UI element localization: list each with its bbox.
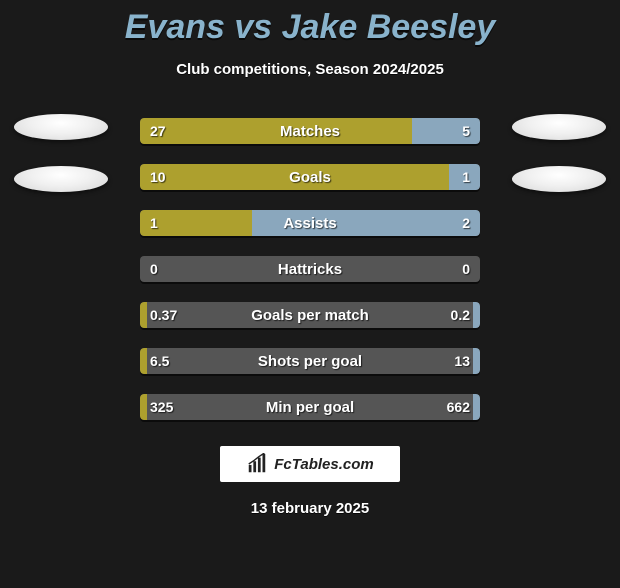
stat-bar-right-segment bbox=[252, 210, 480, 236]
stat-left-value: 0.37 bbox=[140, 302, 187, 328]
decorative-oval bbox=[512, 114, 606, 140]
stat-left-value: 325 bbox=[140, 394, 183, 420]
stat-left-value: 0 bbox=[140, 256, 168, 282]
stat-label: Min per goal bbox=[140, 394, 480, 420]
stat-right-value: 2 bbox=[452, 210, 480, 236]
stat-bar: 275Matches bbox=[140, 118, 480, 144]
right-oval-column bbox=[512, 114, 606, 192]
subtitle: Club competitions, Season 2024/2025 bbox=[0, 61, 620, 78]
stat-right-value: 0 bbox=[452, 256, 480, 282]
left-oval-column bbox=[14, 114, 108, 192]
date-label: 13 february 2025 bbox=[0, 500, 620, 517]
stat-right-value: 662 bbox=[437, 394, 480, 420]
stat-bar: 325 662Min per goal bbox=[140, 394, 480, 420]
stat-bar-left-segment bbox=[140, 164, 449, 190]
chart-icon bbox=[246, 453, 268, 475]
stat-left-value: 10 bbox=[140, 164, 176, 190]
stat-bar-left-segment bbox=[140, 118, 412, 144]
stat-label: Hattricks bbox=[140, 256, 480, 282]
bars-container: 275Matches101Goals12Assists00Hattricks0.… bbox=[140, 118, 480, 420]
stat-right-value: 13 bbox=[444, 348, 480, 374]
comparison-chart: 275Matches101Goals12Assists00Hattricks0.… bbox=[0, 118, 620, 420]
stat-label: Goals per match bbox=[140, 302, 480, 328]
stat-right-value: 5 bbox=[452, 118, 480, 144]
stat-bar: 6.5 13Shots per goal bbox=[140, 348, 480, 374]
decorative-oval bbox=[14, 114, 108, 140]
stat-left-value: 27 bbox=[140, 118, 176, 144]
decorative-oval bbox=[14, 166, 108, 192]
stat-label: Shots per goal bbox=[140, 348, 480, 374]
stat-left-value: 6.5 bbox=[140, 348, 179, 374]
stat-bar: 101Goals bbox=[140, 164, 480, 190]
stat-bar: 0 0Hattricks bbox=[140, 256, 480, 282]
stat-right-value: 0.2 bbox=[441, 302, 480, 328]
decorative-oval bbox=[512, 166, 606, 192]
branding-badge: FcTables.com bbox=[220, 446, 400, 482]
stat-bar: 12Assists bbox=[140, 210, 480, 236]
page-title: Evans vs Jake Beesley bbox=[0, 8, 620, 47]
branding-text: FcTables.com bbox=[274, 456, 373, 473]
stat-left-value: 1 bbox=[140, 210, 168, 236]
stat-right-value: 1 bbox=[452, 164, 480, 190]
stat-bar: 0.37 0.2Goals per match bbox=[140, 302, 480, 328]
